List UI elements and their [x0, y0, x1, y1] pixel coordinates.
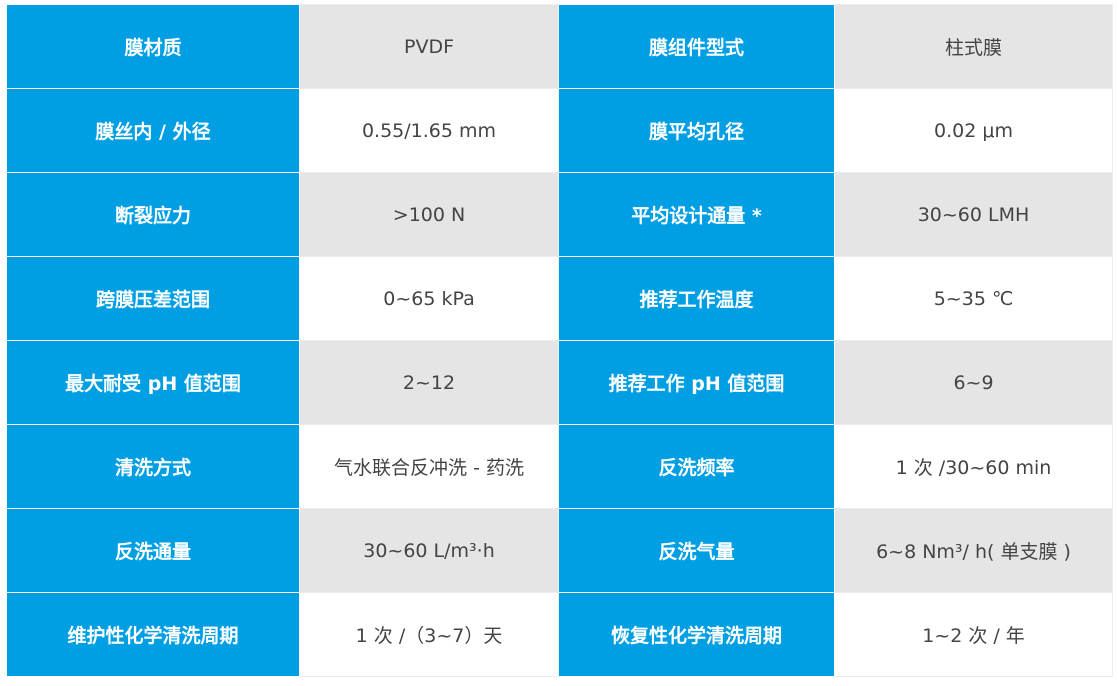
membrane-spec-table: 膜材质 PVDF 膜组件型式 柱式膜 膜丝内 / 外径 0.55/1.65 mm 膜平均孔径… [6, 4, 1113, 677]
spec-label: 最大耐受 pH 值范围 [6, 340, 300, 425]
spec-label: 平均设计通量 * [558, 172, 835, 257]
spec-value: 0.02 μm [834, 88, 1113, 173]
table-row: 最大耐受 pH 值范围 2~12 推荐工作 pH 值范围 6~9 [6, 340, 1113, 425]
spec-label: 清洗方式 [6, 424, 300, 509]
table-row: 维护性化学清洗周期 1 次 /（3~7）天 恢复性化学清洗周期 1~2 次 / 年 [6, 592, 1113, 677]
spec-value: 0.55/1.65 mm [299, 88, 559, 173]
spec-label: 反洗频率 [558, 424, 835, 509]
table-row: 跨膜压差范围 0~65 kPa 推荐工作温度 5~35 ℃ [6, 256, 1113, 341]
table-row: 清洗方式 气水联合反冲洗 - 药洗 反洗频率 1 次 /30~60 min [6, 424, 1113, 509]
spec-value: PVDF [299, 4, 559, 89]
spec-value: 1 次 /30~60 min [834, 424, 1113, 509]
spec-value: 2~12 [299, 340, 559, 425]
spec-label: 维护性化学清洗周期 [6, 592, 300, 677]
spec-value: 30~60 LMH [834, 172, 1113, 257]
spec-value: 1~2 次 / 年 [834, 592, 1113, 677]
spec-value: 6~9 [834, 340, 1113, 425]
spec-label: 膜丝内 / 外径 [6, 88, 300, 173]
spec-label: 断裂应力 [6, 172, 300, 257]
spec-value: 气水联合反冲洗 - 药洗 [299, 424, 559, 509]
table-row: 膜丝内 / 外径 0.55/1.65 mm 膜平均孔径 0.02 μm [6, 88, 1113, 173]
spec-label: 膜材质 [6, 4, 300, 89]
spec-label: 膜平均孔径 [558, 88, 835, 173]
table-row: 反洗通量 30~60 L/m³·h 反洗气量 6~8 Nm³/ h( 单支膜 ) [6, 508, 1113, 593]
spec-value: 0~65 kPa [299, 256, 559, 341]
spec-label: 推荐工作温度 [558, 256, 835, 341]
spec-label: 反洗气量 [558, 508, 835, 593]
spec-label: 膜组件型式 [558, 4, 835, 89]
table-row: 断裂应力 >100 N 平均设计通量 * 30~60 LMH [6, 172, 1113, 257]
spec-value: 1 次 /（3~7）天 [299, 592, 559, 677]
table-row: 膜材质 PVDF 膜组件型式 柱式膜 [6, 4, 1113, 89]
spec-value: 30~60 L/m³·h [299, 508, 559, 593]
spec-label: 恢复性化学清洗周期 [558, 592, 835, 677]
spec-value: 5~35 ℃ [834, 256, 1113, 341]
spec-label: 跨膜压差范围 [6, 256, 300, 341]
spec-value: 柱式膜 [834, 4, 1113, 89]
spec-value: 6~8 Nm³/ h( 单支膜 ) [834, 508, 1113, 593]
spec-label: 推荐工作 pH 值范围 [558, 340, 835, 425]
spec-label: 反洗通量 [6, 508, 300, 593]
spec-value: >100 N [299, 172, 559, 257]
